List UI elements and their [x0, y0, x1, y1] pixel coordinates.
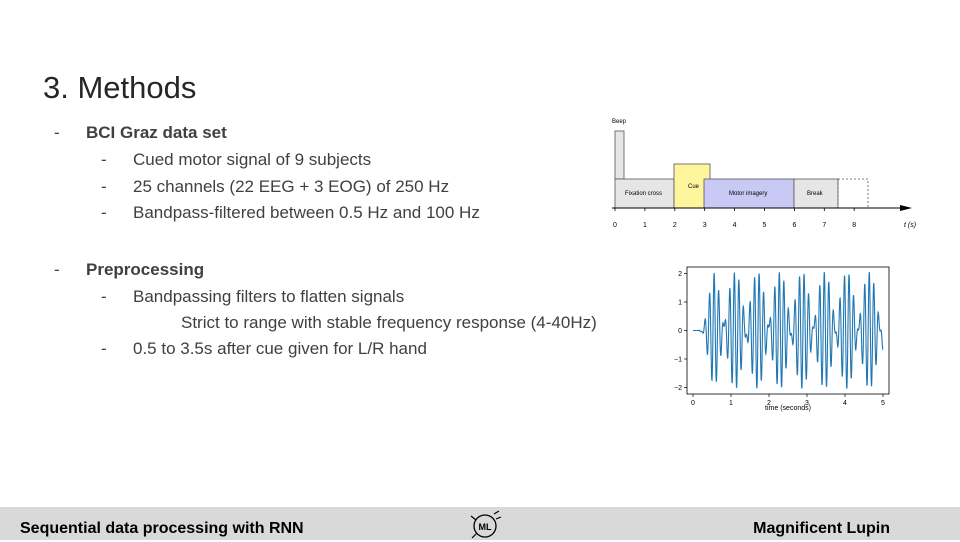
footer-bar: Sequential data processing with RNN ML M… — [0, 507, 960, 540]
timeline-ticks: 0 1 2 3 4 5 6 7 8 — [613, 208, 856, 229]
section-heading: BCI Graz data set — [86, 123, 227, 142]
x-tick-labels: 0 1 2 3 4 5 — [691, 394, 885, 407]
y-tick-label: 1 — [678, 300, 682, 307]
list-item: Bandpassing filters to flatten signals — [133, 287, 405, 306]
beep-label: Beep — [612, 119, 627, 125]
svg-text:ML: ML — [479, 522, 492, 532]
timeline-tick-label: 6 — [792, 222, 796, 229]
y-tick-labels: 2 1 0 −1 −2 — [674, 271, 687, 392]
bullet-dash: - — [101, 177, 107, 196]
y-tick-label: −1 — [674, 357, 682, 364]
timeline-tick-label: 0 — [613, 222, 617, 229]
break-extension — [837, 178, 869, 209]
timeline-tick-label: 3 — [703, 222, 707, 229]
bullet-dash: - — [54, 260, 60, 279]
segment-label-motor: Motor imagery — [729, 191, 767, 197]
list-item: Cued motor signal of 9 subjects — [133, 150, 372, 169]
axis-label: t (s) — [904, 222, 916, 229]
y-tick-label: −2 — [674, 385, 682, 392]
signal-line — [693, 272, 884, 389]
segment-label-cue: Cue — [688, 184, 700, 190]
list-item: Bandpass-filtered between 0.5 Hz and 100… — [133, 203, 480, 222]
list-item: 0.5 to 3.5s after cue given for L/R hand — [133, 339, 427, 358]
y-tick-label: 0 — [678, 328, 682, 335]
x-tick-label: 4 — [843, 400, 847, 407]
x-tick-label: 1 — [729, 400, 733, 407]
plot-frame — [686, 266, 890, 395]
trial-timeline-diagram: Beep Fixation cross Cue Motor imagery Br… — [612, 119, 916, 229]
x-axis-label: time (seconds) — [765, 405, 811, 412]
timeline-tick-label: 5 — [763, 222, 767, 229]
bullet-dash: - — [101, 150, 107, 169]
x-tick-label: 2 — [767, 400, 771, 407]
list-subitem: Strict to range with stable frequency re… — [181, 313, 597, 332]
footer-author: Magnificent Lupin — [753, 520, 890, 537]
segment-label-break: Break — [807, 191, 824, 197]
lupin-logo-icon: ML — [470, 510, 502, 539]
page-title: 3. Methods — [43, 70, 197, 105]
timeline-tick-label: 7 — [822, 222, 826, 229]
bullet-dash: - — [54, 123, 60, 142]
timeline-tick-label: 8 — [852, 222, 856, 229]
bullet-dash: - — [101, 339, 107, 358]
eeg-signal-chart: 2 1 0 −1 −2 0 1 2 3 4 5 time (seconds) — [674, 266, 890, 412]
section-heading: Preprocessing — [86, 260, 205, 279]
segment-label-fixation: Fixation cross — [625, 191, 662, 197]
x-tick-label: 3 — [805, 400, 809, 407]
footer-course-title: Sequential data processing with RNN — [20, 520, 304, 537]
bullet-dash: - — [101, 203, 107, 222]
timeline-tick-label: 4 — [733, 222, 737, 229]
bullet-dash: - — [101, 287, 107, 306]
list-item: 25 channels (22 EEG + 3 EOG) of 250 Hz — [133, 177, 450, 196]
y-tick-label: 2 — [678, 271, 682, 278]
x-tick-label: 5 — [881, 400, 885, 407]
beep-bar — [614, 130, 625, 180]
timeline-tick-label: 2 — [673, 222, 677, 229]
axis-arrow-icon — [900, 205, 912, 211]
timeline-tick-label: 1 — [643, 222, 647, 229]
x-tick-label: 0 — [691, 400, 695, 407]
